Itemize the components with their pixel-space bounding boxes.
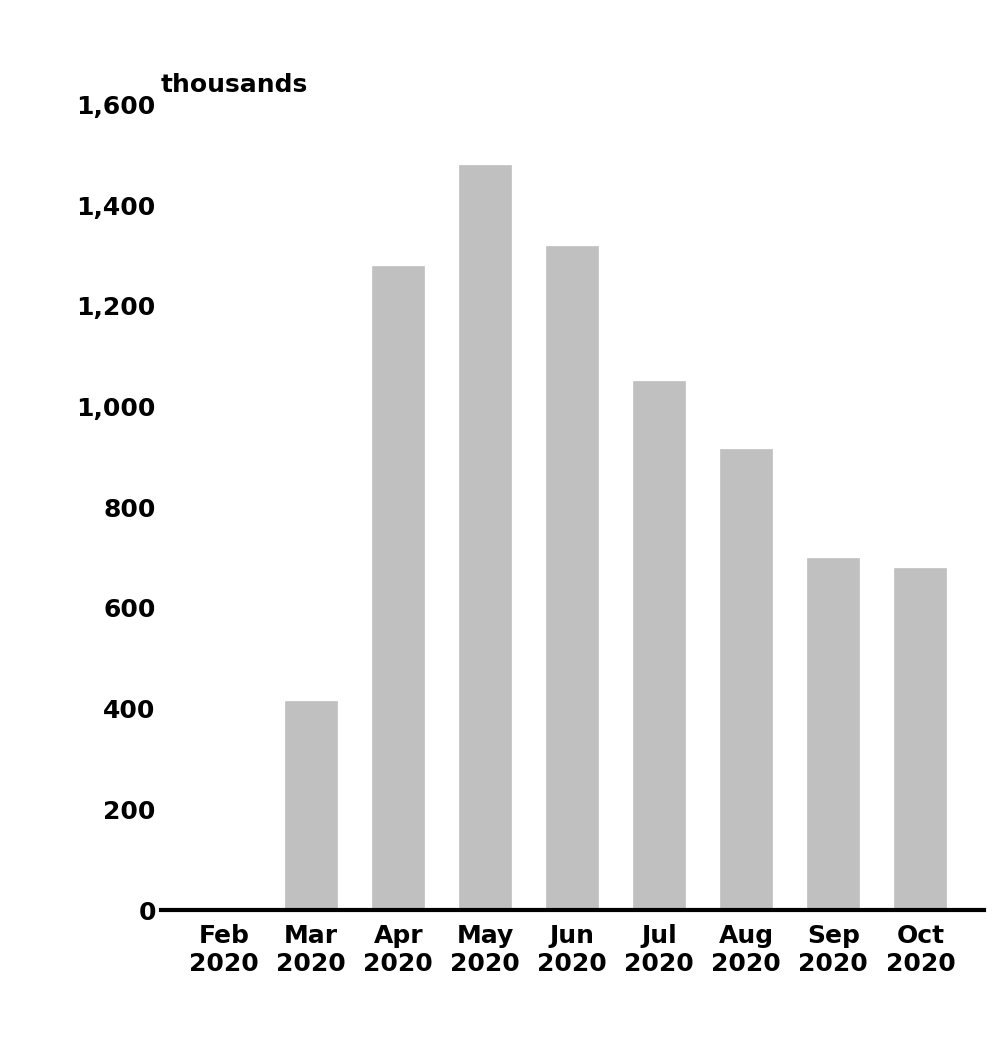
Bar: [458, 165, 511, 910]
Bar: [372, 266, 424, 910]
Bar: [719, 450, 771, 910]
Bar: [633, 382, 685, 910]
Bar: [285, 701, 337, 910]
Bar: [806, 558, 859, 910]
Text: thousands: thousands: [160, 72, 308, 96]
Bar: [894, 568, 946, 910]
Bar: [546, 246, 598, 910]
